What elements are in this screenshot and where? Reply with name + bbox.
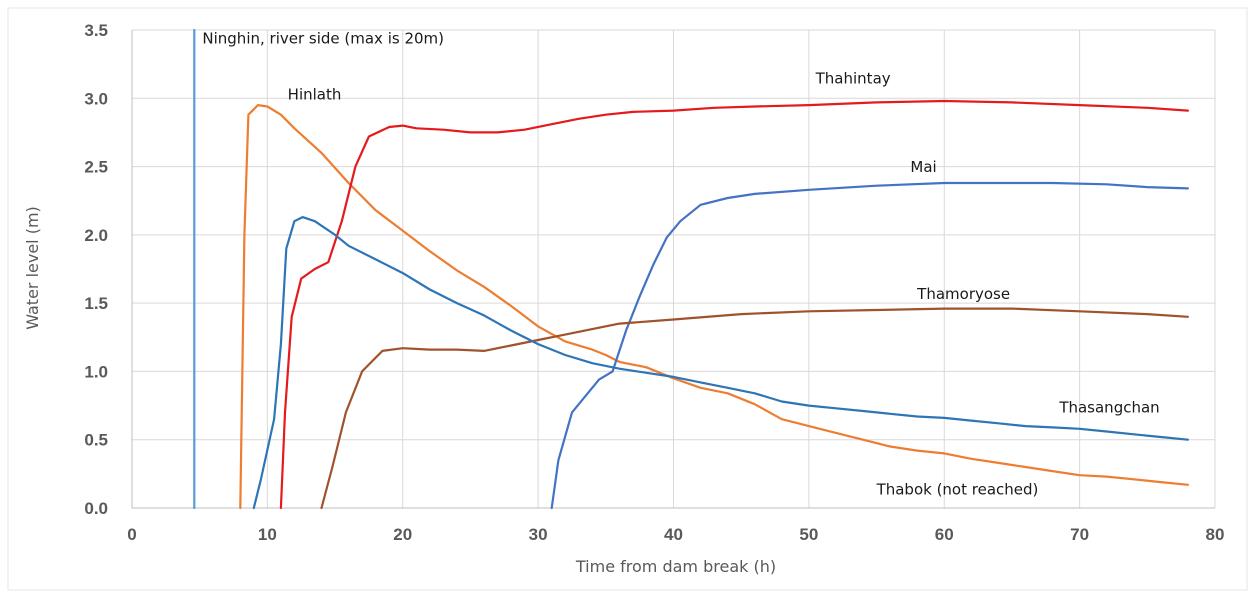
y-tick-label: 1.0 [84, 362, 108, 381]
x-axis-title: Time from dam break (h) [575, 557, 776, 576]
x-tick-label: 80 [1206, 525, 1225, 544]
axes [131, 30, 1215, 509]
x-tick-label: 60 [935, 525, 954, 544]
x-tick-label: 20 [393, 525, 412, 544]
annotations: Thabok (not reached) [876, 480, 1039, 498]
x-tick-label: 40 [664, 525, 683, 544]
series-lines [193, 28, 1189, 510]
x-tick-label: 70 [1070, 525, 1089, 544]
y-tick-label: 2.5 [84, 158, 108, 177]
y-axis-title: Water level (m) [23, 206, 42, 330]
series-label-ninghin-river-side-max-is-20m: Ninghin, river side (max is 20m) [202, 30, 444, 48]
x-tick-label: 0 [127, 525, 136, 544]
x-tick-label: 30 [529, 525, 548, 544]
y-tick-label: 0.5 [84, 431, 108, 450]
series-labels: Ninghin, river side (max is 20m) Hinlath T… [202, 30, 1159, 417]
y-tick-label: 3.0 [84, 89, 108, 108]
x-tick-labels: 0 10 20 30 40 50 60 70 80 [127, 525, 1224, 544]
series-label-thahintay: Thahintay [815, 69, 891, 87]
x-tick-label: 50 [799, 525, 818, 544]
series-line-mai [550, 181, 1189, 510]
series-label-hinlath: Hinlath [288, 86, 342, 104]
y-tick-label: 0.0 [84, 499, 108, 518]
series-line-thahintay [279, 99, 1189, 510]
y-tick-label: 1.5 [84, 294, 108, 313]
y-tick-label: 2.0 [84, 226, 108, 245]
series-label-thamoryose: Thamoryose [916, 285, 1010, 303]
series-label-thasangchan: Thasangchan [1058, 398, 1159, 416]
chart-border [7, 7, 1248, 591]
y-tick-label: 3.5 [84, 21, 108, 40]
annotation-label: Thabok (not reached) [876, 480, 1039, 498]
series-label-mai: Mai [910, 158, 936, 176]
series-line-thamoryose [320, 307, 1189, 510]
x-tick-label: 10 [258, 525, 277, 544]
y-tick-labels: 0.0 0.5 1.0 1.5 2.0 2.5 3.0 3.5 [84, 21, 108, 518]
series-line-thasangchan [252, 216, 1189, 510]
series-line-hinlath [239, 104, 1189, 510]
